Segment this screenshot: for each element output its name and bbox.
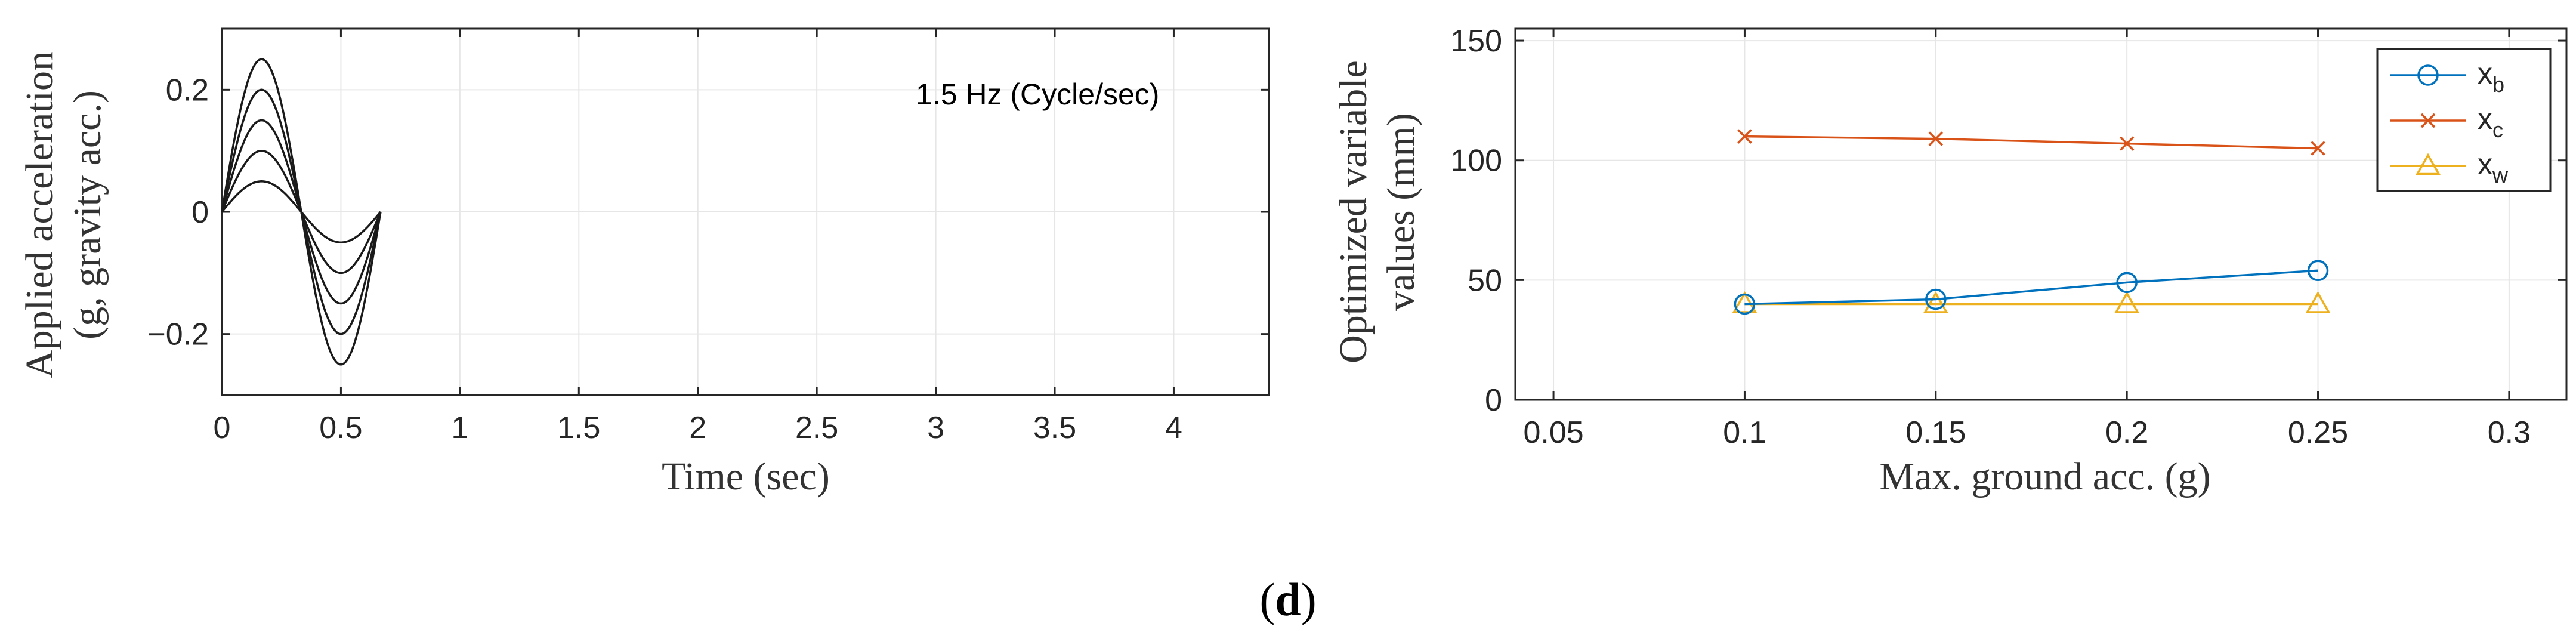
x-axis-label-ground-acc: Max. ground acc. (g) xyxy=(1879,455,2210,498)
data-point-xw xyxy=(2114,291,2140,313)
x-axis-label-time: Time (sec) xyxy=(662,455,830,498)
x-tick-label: 0.15 xyxy=(1905,415,1966,450)
data-point-xb xyxy=(2116,272,2138,294)
legend-marker-xc-stroke-b xyxy=(2420,113,2436,128)
plot-frame xyxy=(1514,27,2568,401)
x-tick-label: 2 xyxy=(689,411,706,445)
data-point-xc xyxy=(1928,131,1944,146)
x-tick-label: 0.5 xyxy=(319,411,362,445)
x-tick-label: 3.5 xyxy=(1033,411,1076,445)
y-tick-label: 100 xyxy=(1450,144,1502,178)
y-tick-label: 0 xyxy=(1485,383,1502,418)
legend-subscript-xc: c xyxy=(2492,118,2503,142)
data-point-xc xyxy=(2119,136,2135,151)
x-tick-label: 0.2 xyxy=(2105,415,2148,450)
y-tick-label: 150 xyxy=(1450,24,1502,58)
x-tick-label: 3 xyxy=(927,411,944,445)
data-point-xb xyxy=(1734,293,1756,315)
y-tick-label: −0.2 xyxy=(147,317,209,352)
data-point-xw xyxy=(1732,291,1758,313)
data-point-xc-stroke-b xyxy=(2119,136,2135,151)
x-tick-label: 4 xyxy=(1165,411,1182,445)
x-tick-label: 1 xyxy=(451,411,468,445)
legend-subscript-xb: b xyxy=(2492,72,2504,97)
figure-caption: (d) xyxy=(1259,574,1317,625)
x-tick-label: 0.25 xyxy=(2288,415,2348,450)
data-point-xw xyxy=(2305,291,2331,313)
x-tick-label: 1.5 xyxy=(557,411,600,445)
series-line-xc xyxy=(1744,135,2318,150)
legend-item-xc: xc xyxy=(2390,102,2503,142)
data-point-xc-stroke-b xyxy=(1928,131,1944,146)
legend-item-xw: xw xyxy=(2390,147,2509,187)
legend-marker-xw xyxy=(2415,153,2441,175)
data-point-xw xyxy=(1923,291,1948,313)
data-point-xc xyxy=(2311,141,2325,156)
acceleration-line-0.25g xyxy=(221,58,382,366)
data-point-xc-stroke-b xyxy=(1737,129,1752,144)
data-point-xc xyxy=(1737,129,1752,144)
x-tick-label: 2.5 xyxy=(795,411,838,445)
y-axis-label-acceleration-line2: (g, gravity acc.) xyxy=(66,90,109,340)
frequency-annotation: 1.5 Hz (Cycle/sec) xyxy=(916,78,1159,111)
y-tick-label: 50 xyxy=(1468,263,1502,298)
x-tick-label: 0 xyxy=(214,411,231,445)
legend-subscript-xw: w xyxy=(2492,163,2509,187)
data-point-xb xyxy=(1925,288,1947,310)
legend-marker-xc xyxy=(2420,113,2436,128)
y-tick-label: 0 xyxy=(191,195,209,230)
y-axis-label-acceleration-line1: Applied acceleration xyxy=(18,51,61,378)
x-tick-label: 0.3 xyxy=(2488,415,2531,450)
caption-letter: d xyxy=(1275,574,1301,625)
legend-label-xc: xc xyxy=(2478,102,2503,142)
series-xw xyxy=(1732,291,2331,313)
data-point-xb xyxy=(2307,260,2329,282)
series-xb xyxy=(1734,260,2329,315)
series-xc xyxy=(1737,129,2325,156)
y-axis-label-optimized-line2: values (mm) xyxy=(1379,113,1423,311)
data-point-xc-stroke-b xyxy=(2311,141,2325,156)
legend-marker-xb xyxy=(2417,64,2439,86)
y-axis-label-optimized-line1: Optimized variable xyxy=(1332,60,1375,363)
y-tick-label: 0.2 xyxy=(166,73,209,107)
x-tick-label: 0.05 xyxy=(1523,415,1583,450)
series-line-xb xyxy=(1744,269,2318,306)
acceleration-series-group xyxy=(221,58,382,366)
acceleration-chart: 0 0.5 1 1.5 2 2.5 3 3.5 4 −0.2 0 0.2 xyxy=(147,27,1270,445)
x-tick-label: 0.1 xyxy=(1723,415,1766,450)
